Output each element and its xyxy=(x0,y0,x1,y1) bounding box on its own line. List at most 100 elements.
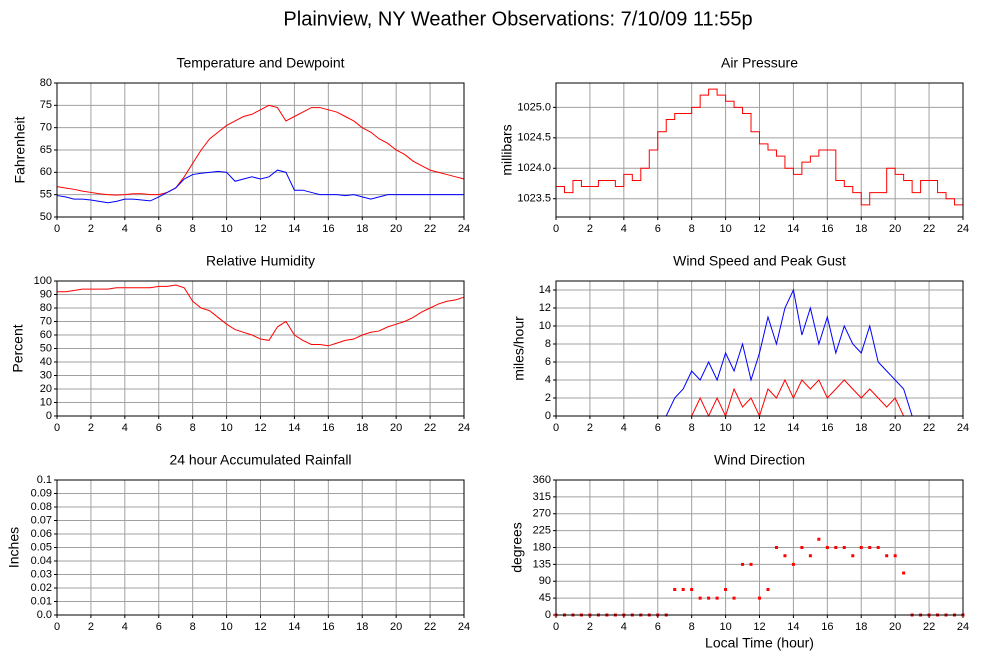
y-tick-label: 135 xyxy=(533,558,551,570)
data-point xyxy=(741,562,745,566)
plot-frame xyxy=(555,280,964,417)
y-tick-label: 20 xyxy=(40,383,52,395)
x-tick-label: 22 xyxy=(923,422,935,434)
data-line xyxy=(56,169,464,204)
x-tick-label: 22 xyxy=(923,223,935,235)
data-point xyxy=(715,596,719,600)
plot-frame xyxy=(56,82,465,218)
data-point xyxy=(673,588,677,591)
x-tick-label: 10 xyxy=(220,422,232,434)
data-point xyxy=(690,588,694,591)
y-tick-label: 360 xyxy=(533,474,551,486)
data-point xyxy=(834,546,838,549)
data-point xyxy=(783,554,787,558)
x-tick-label: 20 xyxy=(390,223,402,235)
x-tick-label: 24 xyxy=(957,621,969,633)
x-tick-label: 12 xyxy=(753,223,765,235)
y-tick-label: 2 xyxy=(545,392,551,404)
x-tick-label: 2 xyxy=(88,223,94,235)
x-tick-label: 22 xyxy=(424,422,436,434)
y-tick-label: 40 xyxy=(40,356,52,368)
x-tick-label: 4 xyxy=(621,422,627,434)
x-tick-label: 24 xyxy=(458,422,470,434)
chart-panel: Wind Direction degrees Local Time (hour) 0 2… xyxy=(509,452,969,651)
x-tick-label: 24 xyxy=(957,223,969,235)
chart-title: Temperature and Dewpoint xyxy=(176,55,344,71)
data-point xyxy=(800,546,804,549)
data-point xyxy=(893,554,897,558)
x-tick-label: 0 xyxy=(553,422,559,434)
y-tick-label: 0.05 xyxy=(31,541,52,553)
data-point xyxy=(842,546,846,549)
x-tick-label: 16 xyxy=(322,422,334,434)
x-tick-label: 6 xyxy=(156,223,162,235)
y-axis-label: Percent xyxy=(10,324,26,372)
x-tick-label: 2 xyxy=(88,422,94,434)
chart-title: Relative Humidity xyxy=(206,253,315,269)
y-tick-label: 0.06 xyxy=(31,528,52,540)
data-point xyxy=(808,554,812,558)
chart-panel: Wind Speed and Peak Gust miles/hour 0 2 4 6 8 1… xyxy=(511,253,969,434)
x-tick-label: 10 xyxy=(220,223,232,235)
plot-frame xyxy=(555,82,964,218)
x-tick-label: 12 xyxy=(254,621,266,633)
x-tick-label: 24 xyxy=(458,223,470,235)
y-tick-label: 80 xyxy=(40,302,52,314)
data-point xyxy=(774,546,778,549)
x-tick-label: 18 xyxy=(356,621,368,633)
x-tick-label: 8 xyxy=(190,223,196,235)
data-point xyxy=(758,596,761,600)
x-tick-label: 14 xyxy=(288,422,300,434)
x-tick-label: 18 xyxy=(356,223,368,235)
y-tick-label: 12 xyxy=(539,302,551,314)
data-point xyxy=(766,588,770,591)
data-point xyxy=(817,537,821,541)
y-tick-label: 4 xyxy=(545,374,551,386)
plot-frame xyxy=(56,280,465,417)
y-tick-label: 70 xyxy=(40,122,52,134)
y-axis-label: millibars xyxy=(499,124,515,175)
x-tick-label: 10 xyxy=(719,223,731,235)
x-tick-label: 6 xyxy=(655,621,661,633)
plot-frame xyxy=(56,479,465,616)
chart-title: 24 hour Accumulated Rainfall xyxy=(169,452,351,468)
x-tick-label: 16 xyxy=(821,223,833,235)
y-tick-label: 0.1 xyxy=(37,474,52,486)
data-point xyxy=(885,554,889,558)
data-point xyxy=(868,546,872,549)
y-tick-label: 0.02 xyxy=(31,582,52,594)
x-tick-label: 8 xyxy=(689,422,695,434)
x-tick-label: 0 xyxy=(54,621,60,633)
x-tick-label: 4 xyxy=(621,621,627,633)
y-axis-label: miles/hour xyxy=(511,316,527,381)
x-tick-label: 20 xyxy=(889,621,901,633)
y-axis-label: Fahrenheit xyxy=(12,116,28,183)
y-tick-label: 270 xyxy=(533,508,551,520)
data-point xyxy=(732,596,736,600)
y-tick-label: 225 xyxy=(533,525,551,537)
y-tick-label: 0.01 xyxy=(31,595,52,607)
chart-title: Wind Speed and Peak Gust xyxy=(673,253,846,269)
x-tick-label: 6 xyxy=(156,422,162,434)
x-tick-label: 18 xyxy=(855,223,867,235)
x-tick-label: 16 xyxy=(821,422,833,434)
y-tick-label: 0 xyxy=(545,410,551,422)
x-tick-label: 14 xyxy=(787,422,799,434)
x-tick-label: 2 xyxy=(587,422,593,434)
plot-frame xyxy=(555,479,964,616)
y-tick-label: 0.09 xyxy=(31,487,52,499)
x-tick-label: 14 xyxy=(288,621,300,633)
x-tick-label: 16 xyxy=(322,621,334,633)
x-tick-label: 10 xyxy=(719,621,731,633)
x-tick-label: 6 xyxy=(655,422,661,434)
data-point xyxy=(825,546,829,549)
y-axis-label: degrees xyxy=(509,522,525,573)
x-tick-label: 2 xyxy=(587,223,593,235)
x-tick-label: 4 xyxy=(621,223,627,235)
chart-title: Air Pressure xyxy=(721,55,798,71)
x-tick-label: 10 xyxy=(719,422,731,434)
x-tick-label: 14 xyxy=(787,223,799,235)
x-tick-label: 6 xyxy=(156,621,162,633)
